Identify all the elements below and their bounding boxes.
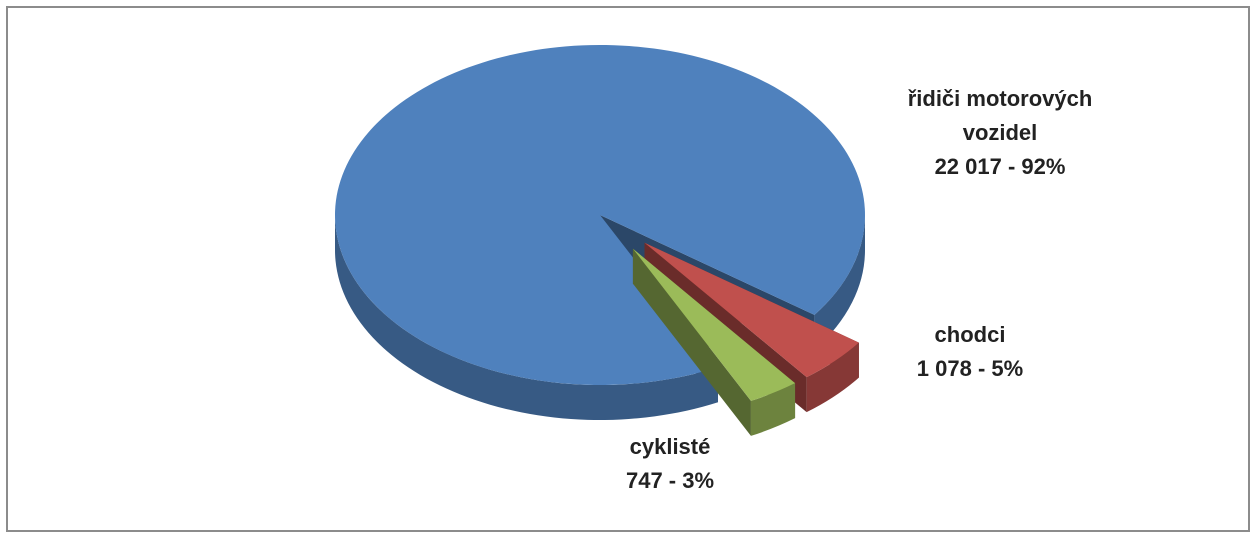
value-label: 1 078 - 5% [916, 356, 1024, 381]
slice-label: řidiči motorových vozidel 22 017 - 92% [870, 82, 1130, 184]
value-label: 747 - 3% [625, 468, 715, 493]
value-label: 22 017 - 92% [934, 154, 1066, 179]
category-label: řidiči motorových vozidel [907, 86, 1093, 145]
chart-frame [6, 6, 1250, 532]
slice-side [750, 383, 796, 436]
slice [632, 248, 796, 401]
slice-side [814, 215, 865, 350]
slice-side [806, 342, 859, 413]
slice-side [335, 215, 719, 420]
slice [335, 44, 866, 385]
slice-label: chodci 1 078 - 5% [890, 318, 1050, 386]
slice-label: cyklisté 747 - 3% [590, 430, 750, 498]
category-label: cyklisté [629, 434, 711, 459]
slice-side [632, 248, 751, 436]
category-label: chodci [934, 322, 1006, 347]
slice [644, 242, 859, 378]
